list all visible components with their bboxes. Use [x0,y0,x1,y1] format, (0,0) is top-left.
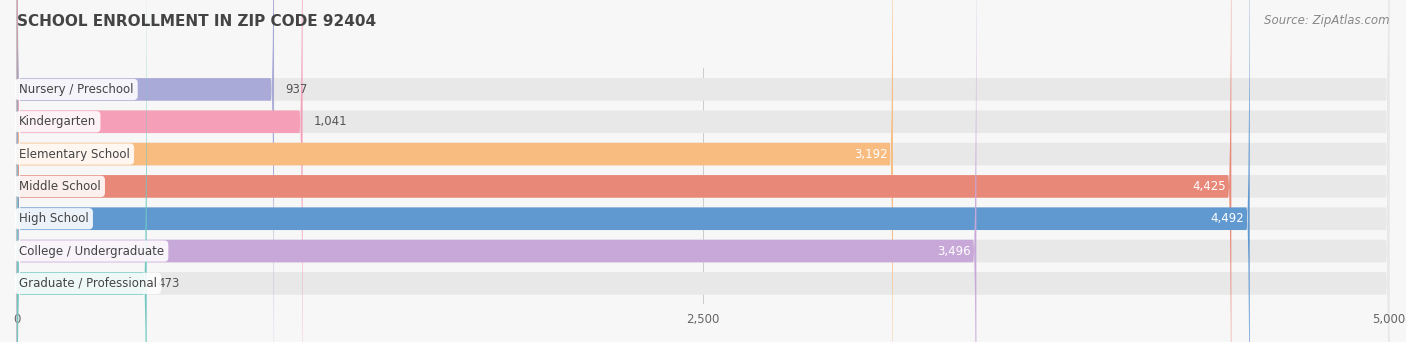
Text: Elementary School: Elementary School [20,147,129,160]
FancyBboxPatch shape [17,0,1389,342]
FancyBboxPatch shape [17,0,146,342]
Text: 937: 937 [285,83,308,96]
Text: 4,492: 4,492 [1211,212,1244,225]
FancyBboxPatch shape [17,0,893,342]
Text: Nursery / Preschool: Nursery / Preschool [20,83,134,96]
Text: Middle School: Middle School [20,180,101,193]
FancyBboxPatch shape [17,0,1232,342]
FancyBboxPatch shape [17,0,1389,342]
Text: 473: 473 [157,277,180,290]
FancyBboxPatch shape [17,0,1389,342]
FancyBboxPatch shape [17,0,274,342]
Text: SCHOOL ENROLLMENT IN ZIP CODE 92404: SCHOOL ENROLLMENT IN ZIP CODE 92404 [17,14,375,29]
Text: High School: High School [20,212,89,225]
FancyBboxPatch shape [17,0,1389,342]
Text: Source: ZipAtlas.com: Source: ZipAtlas.com [1264,14,1389,27]
FancyBboxPatch shape [17,0,302,342]
Text: Graduate / Professional: Graduate / Professional [20,277,157,290]
Text: 1,041: 1,041 [314,115,347,128]
FancyBboxPatch shape [17,0,1250,342]
FancyBboxPatch shape [17,0,1389,342]
Text: 3,192: 3,192 [853,147,887,160]
FancyBboxPatch shape [17,0,976,342]
FancyBboxPatch shape [17,0,1389,342]
Text: Kindergarten: Kindergarten [20,115,97,128]
FancyBboxPatch shape [17,0,1389,342]
Text: College / Undergraduate: College / Undergraduate [20,245,165,258]
Text: 4,425: 4,425 [1192,180,1226,193]
Text: 3,496: 3,496 [938,245,972,258]
